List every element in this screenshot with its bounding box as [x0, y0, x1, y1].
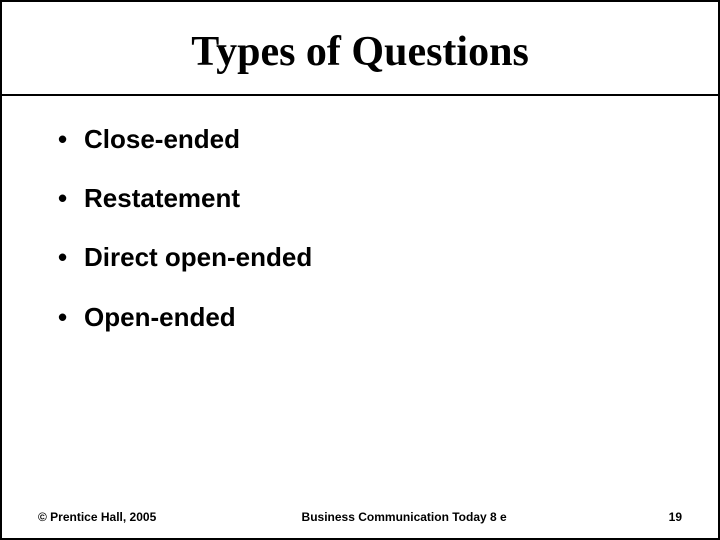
list-item: Close-ended — [52, 124, 668, 155]
bullet-list: Close-ended Restatement Direct open-ende… — [52, 124, 668, 333]
list-item: Restatement — [52, 183, 668, 214]
list-item: Direct open-ended — [52, 242, 668, 273]
content-region: Close-ended Restatement Direct open-ende… — [2, 96, 718, 538]
list-item: Open-ended — [52, 302, 668, 333]
slide-frame: Types of Questions Close-ended Restateme… — [0, 0, 720, 540]
footer: © Prentice Hall, 2005 Business Communica… — [2, 510, 718, 524]
footer-copyright: © Prentice Hall, 2005 — [38, 510, 156, 524]
footer-book-title: Business Communication Today 8 e — [156, 510, 652, 524]
title-region: Types of Questions — [2, 2, 718, 96]
footer-page-number: 19 — [652, 510, 682, 524]
slide-title: Types of Questions — [2, 28, 718, 76]
